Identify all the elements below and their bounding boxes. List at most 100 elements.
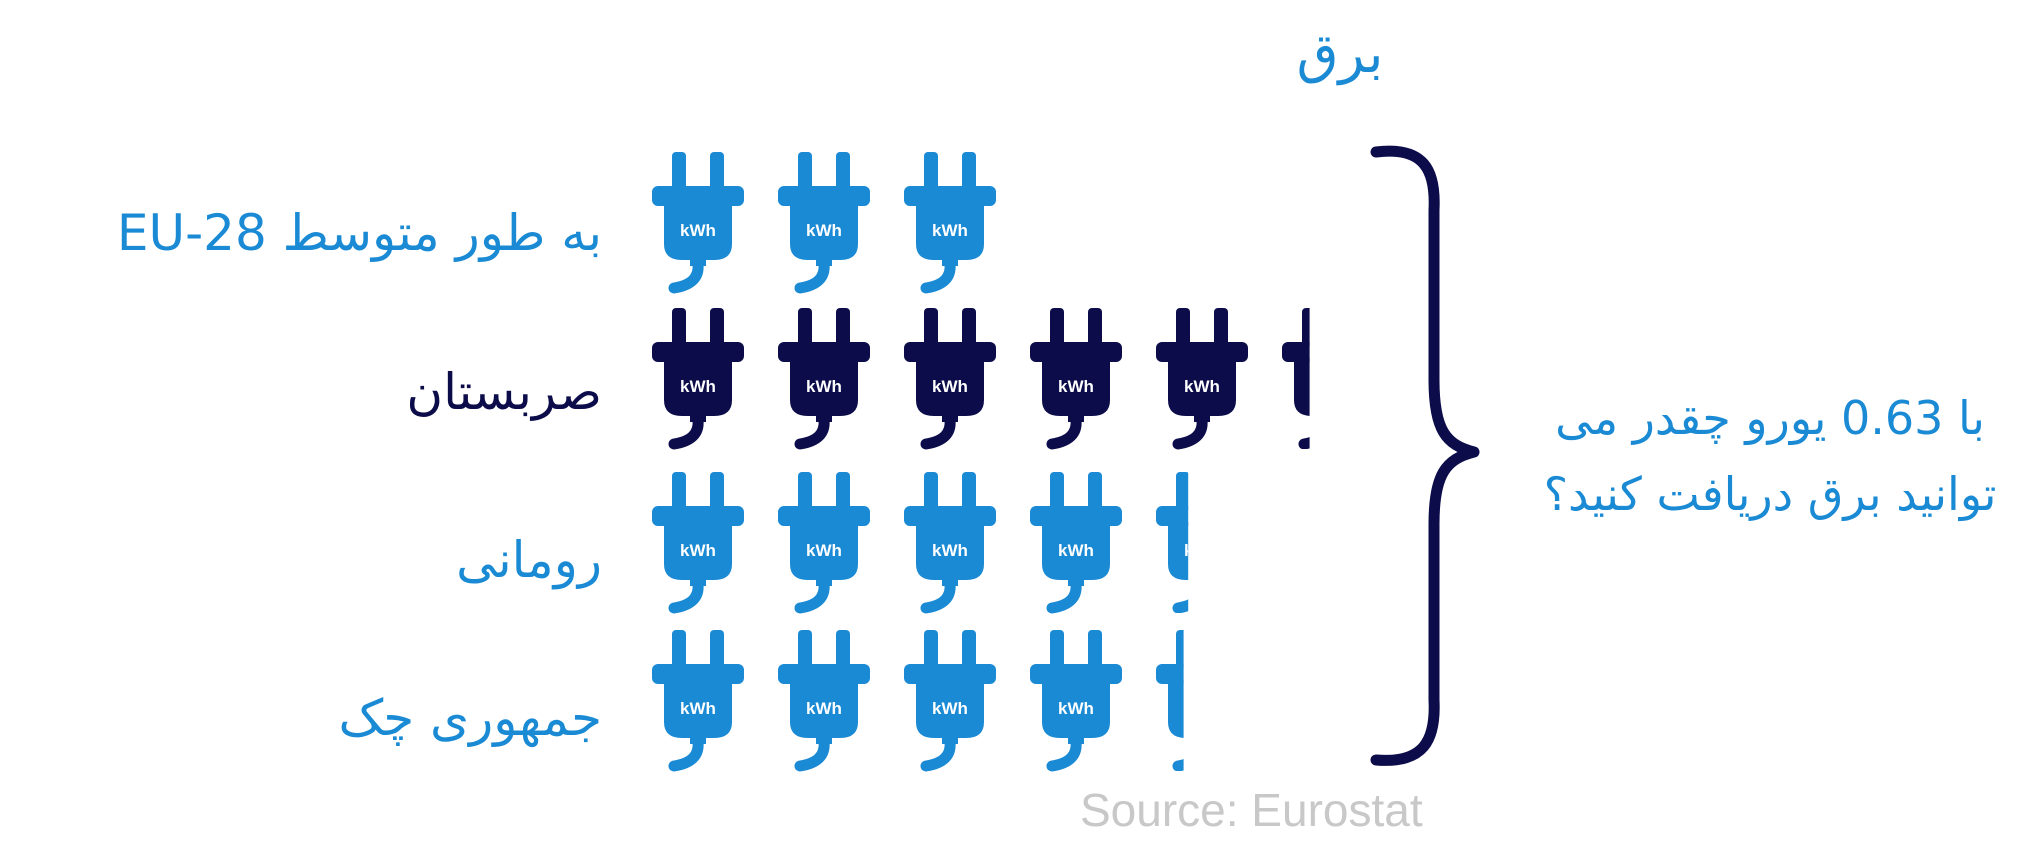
- plug-cable: [794, 414, 830, 450]
- plug-icon: kWh: [778, 308, 870, 450]
- plug-unit-label: kWh: [680, 221, 716, 240]
- plug-cable: [1172, 414, 1208, 450]
- plug-collar: [904, 664, 996, 684]
- plug-prong-left: [672, 472, 686, 510]
- plug-unit-label: kWh: [680, 541, 716, 560]
- chart-title: برق: [1296, 22, 1384, 85]
- plug-unit-label: kWh: [680, 699, 716, 718]
- plug-prong-right: [962, 630, 976, 668]
- plug-collar: [1030, 342, 1122, 362]
- question-line-1: با 0.63 یورو چقدر می: [1555, 391, 1985, 445]
- plug-icon: kWh: [652, 472, 744, 614]
- plug-prong-left: [672, 308, 686, 346]
- plug-collar: [1030, 664, 1122, 684]
- plug-icon: kWh: [652, 630, 744, 772]
- plug-body: [916, 680, 984, 738]
- plug-prong-right: [836, 308, 850, 346]
- plug-prong-right: [962, 308, 976, 346]
- plug-prong-right: [836, 630, 850, 668]
- plug-body: [916, 522, 984, 580]
- plug-prong-left: [1176, 630, 1184, 668]
- curly-brace-icon: [1370, 145, 1480, 766]
- plug-body: [790, 358, 858, 416]
- plug-collar: [1282, 342, 1310, 362]
- plug-collar: [904, 186, 996, 206]
- plug-prong-right: [710, 152, 724, 190]
- plug-collar: [1156, 506, 1189, 526]
- plug-collar: [652, 342, 744, 362]
- plug-unit-label: kWh: [1310, 377, 1346, 396]
- plug-icon: kWh: [904, 152, 996, 294]
- plug-unit-label: kWh: [932, 541, 968, 560]
- plug-unit-label: kWh: [680, 377, 716, 396]
- plug-unit-label: kWh: [806, 377, 842, 396]
- plug-prong-right: [1340, 308, 1354, 346]
- plug-icon-partial: kWh: [1282, 308, 1354, 449]
- row-label-eu28: به طور متوسط EU-28: [116, 204, 602, 262]
- plug-prong-right: [1214, 308, 1228, 346]
- plug-prong-left: [1050, 308, 1064, 346]
- plug-prong-left: [924, 308, 938, 346]
- plug-prong-left: [672, 630, 686, 668]
- plug-unit-label: kWh: [1184, 377, 1220, 396]
- plug-body: [1168, 522, 1189, 580]
- plug-body: [664, 358, 732, 416]
- row-label-romania: رومانی: [456, 531, 602, 589]
- plug-collar: [778, 664, 870, 684]
- plug-prong-left: [798, 152, 812, 190]
- plug-unit-label: kWh: [806, 541, 842, 560]
- plug-prong-right: [836, 152, 850, 190]
- plug-prong-right: [962, 152, 976, 190]
- plug-body: [790, 522, 858, 580]
- plug-prong-right: [962, 472, 976, 510]
- plug-prong-right: [1214, 472, 1228, 510]
- plug-icon: kWh: [652, 308, 744, 450]
- plug-collar: [652, 664, 744, 684]
- plug-unit-label: kWh: [932, 699, 968, 718]
- plug-unit-label: kWh: [1184, 541, 1220, 560]
- plug-cable: [1172, 759, 1184, 771]
- plug-icon: kWh: [904, 308, 996, 450]
- plug-prong-right: [710, 630, 724, 668]
- plug-neck: [1320, 412, 1336, 422]
- plug-body: [1294, 358, 1310, 416]
- plug-unit-label: kWh: [806, 699, 842, 718]
- plug-collar: [778, 342, 870, 362]
- plug-prong-left: [1176, 308, 1190, 346]
- plug-prong-right: [1088, 630, 1102, 668]
- plug-icon: kWh: [1030, 472, 1122, 614]
- row-label-czech: جمهوری چک: [338, 689, 602, 747]
- plug-collar: [778, 186, 870, 206]
- plug-cable: [1172, 599, 1189, 613]
- plug-collar: [904, 506, 996, 526]
- plug-body: [1042, 358, 1110, 416]
- plug-icon: kWh: [904, 472, 996, 614]
- question-text: با 0.63 یورو چقدر می توانید برق دریافت ک…: [1525, 380, 2015, 532]
- plug-prong-left: [1176, 472, 1189, 510]
- plug-unit-label: kWh: [932, 377, 968, 396]
- plug-neck: [1194, 734, 1210, 744]
- plug-cable: [920, 258, 956, 294]
- plug-unit-label: kWh: [1058, 377, 1094, 396]
- plug-icon: kWh: [778, 152, 870, 294]
- plug-cable: [794, 258, 830, 294]
- plug-icon-partial: kWh: [1156, 472, 1228, 613]
- plug-prong-left: [924, 152, 938, 190]
- plug-prong-right: [710, 472, 724, 510]
- plug-body: [664, 522, 732, 580]
- plug-body: [1168, 358, 1236, 416]
- plug-unit-label: kWh: [806, 221, 842, 240]
- plug-icon: kWh: [904, 630, 996, 772]
- plug-body: [916, 202, 984, 260]
- plug-icon: kWh: [778, 630, 870, 772]
- row-label-serbia: صربستان: [406, 363, 602, 421]
- plug-unit-label: kWh: [932, 221, 968, 240]
- plug-body: [664, 680, 732, 738]
- plug-collar: [1156, 664, 1184, 684]
- plug-prong-left: [798, 630, 812, 668]
- plug-body: [1168, 680, 1184, 738]
- plug-body: [664, 202, 732, 260]
- plug-cable: [1046, 414, 1082, 450]
- plug-unit-label: kWh: [1058, 541, 1094, 560]
